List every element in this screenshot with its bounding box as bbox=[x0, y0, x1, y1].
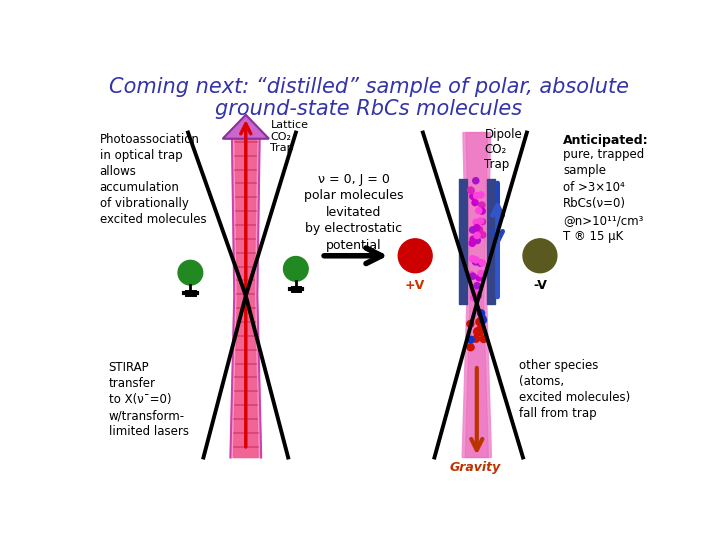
Circle shape bbox=[477, 218, 484, 224]
Circle shape bbox=[473, 228, 479, 234]
Circle shape bbox=[469, 255, 476, 262]
Circle shape bbox=[477, 329, 483, 336]
Circle shape bbox=[469, 227, 476, 233]
Circle shape bbox=[474, 193, 480, 199]
Circle shape bbox=[472, 199, 478, 206]
Circle shape bbox=[477, 227, 482, 233]
Text: other species
(atoms,
excited molecules)
fall from trap: other species (atoms, excited molecules)… bbox=[519, 359, 631, 420]
Circle shape bbox=[480, 316, 487, 323]
Polygon shape bbox=[465, 132, 488, 457]
Circle shape bbox=[477, 260, 483, 266]
Bar bbox=[487, 179, 495, 303]
Text: ν = 0, J = 0
polar molecules
levitated
by electrostatic
potential: ν = 0, J = 0 polar molecules levitated b… bbox=[304, 173, 403, 252]
Circle shape bbox=[398, 239, 432, 273]
Circle shape bbox=[478, 192, 484, 198]
Circle shape bbox=[477, 318, 484, 325]
Circle shape bbox=[473, 219, 480, 225]
Circle shape bbox=[474, 225, 480, 231]
Circle shape bbox=[479, 208, 485, 214]
Circle shape bbox=[469, 273, 476, 279]
Circle shape bbox=[471, 289, 477, 295]
Circle shape bbox=[474, 329, 481, 335]
Circle shape bbox=[469, 272, 474, 278]
Circle shape bbox=[467, 320, 474, 327]
Circle shape bbox=[477, 325, 485, 332]
Text: Dipole
CO₂
Trap: Dipole CO₂ Trap bbox=[485, 128, 522, 171]
Text: +V: +V bbox=[405, 279, 426, 292]
Circle shape bbox=[480, 219, 485, 225]
Circle shape bbox=[476, 275, 482, 281]
Circle shape bbox=[476, 207, 482, 214]
Text: Photoassociation
in optical trap
allows
accumulation
of vibrationally
excited mo: Photoassociation in optical trap allows … bbox=[99, 132, 206, 226]
Text: Anticipated:: Anticipated: bbox=[563, 134, 649, 147]
Bar bbox=[459, 179, 467, 303]
Text: pure, trapped
sample
of >3×10⁴
RbCs(ν=0)
@n>10¹¹/cm³
T ® 15 μK: pure, trapped sample of >3×10⁴ RbCs(ν=0)… bbox=[563, 148, 644, 244]
Circle shape bbox=[470, 236, 476, 242]
Polygon shape bbox=[462, 132, 492, 457]
Circle shape bbox=[479, 315, 486, 322]
Circle shape bbox=[480, 232, 486, 238]
Polygon shape bbox=[222, 115, 269, 139]
Text: Coming next: “distilled” sample of polar, absolute: Coming next: “distilled” sample of polar… bbox=[109, 77, 629, 97]
Polygon shape bbox=[230, 138, 261, 457]
Text: -V: -V bbox=[533, 279, 547, 292]
Circle shape bbox=[473, 335, 480, 342]
Circle shape bbox=[475, 293, 481, 299]
Circle shape bbox=[178, 260, 203, 285]
Circle shape bbox=[479, 202, 485, 208]
Circle shape bbox=[473, 257, 480, 263]
Circle shape bbox=[469, 240, 475, 246]
Circle shape bbox=[473, 178, 479, 184]
Text: STIRAP
transfer
to Χ(ν¯=0)
w/transform-
limited lasers: STIRAP transfer to Χ(ν¯=0) w/transform- … bbox=[109, 361, 189, 438]
Circle shape bbox=[474, 232, 480, 239]
Circle shape bbox=[474, 238, 480, 244]
Circle shape bbox=[470, 294, 477, 301]
Circle shape bbox=[476, 319, 482, 326]
Circle shape bbox=[474, 328, 481, 335]
Text: Lattice
CO₂
Trap: Lattice CO₂ Trap bbox=[271, 120, 308, 153]
Circle shape bbox=[469, 193, 476, 199]
Circle shape bbox=[480, 335, 487, 342]
Text: ground-state RbCs molecules: ground-state RbCs molecules bbox=[215, 99, 523, 119]
Polygon shape bbox=[233, 138, 258, 457]
Text: Gravity: Gravity bbox=[449, 461, 501, 474]
Circle shape bbox=[472, 259, 479, 265]
Circle shape bbox=[467, 187, 474, 193]
Circle shape bbox=[284, 256, 308, 281]
Circle shape bbox=[478, 271, 484, 276]
Circle shape bbox=[468, 187, 474, 194]
Circle shape bbox=[477, 310, 485, 317]
Circle shape bbox=[523, 239, 557, 273]
Circle shape bbox=[467, 336, 474, 343]
Circle shape bbox=[480, 260, 485, 266]
Circle shape bbox=[474, 282, 480, 289]
Circle shape bbox=[467, 344, 474, 350]
